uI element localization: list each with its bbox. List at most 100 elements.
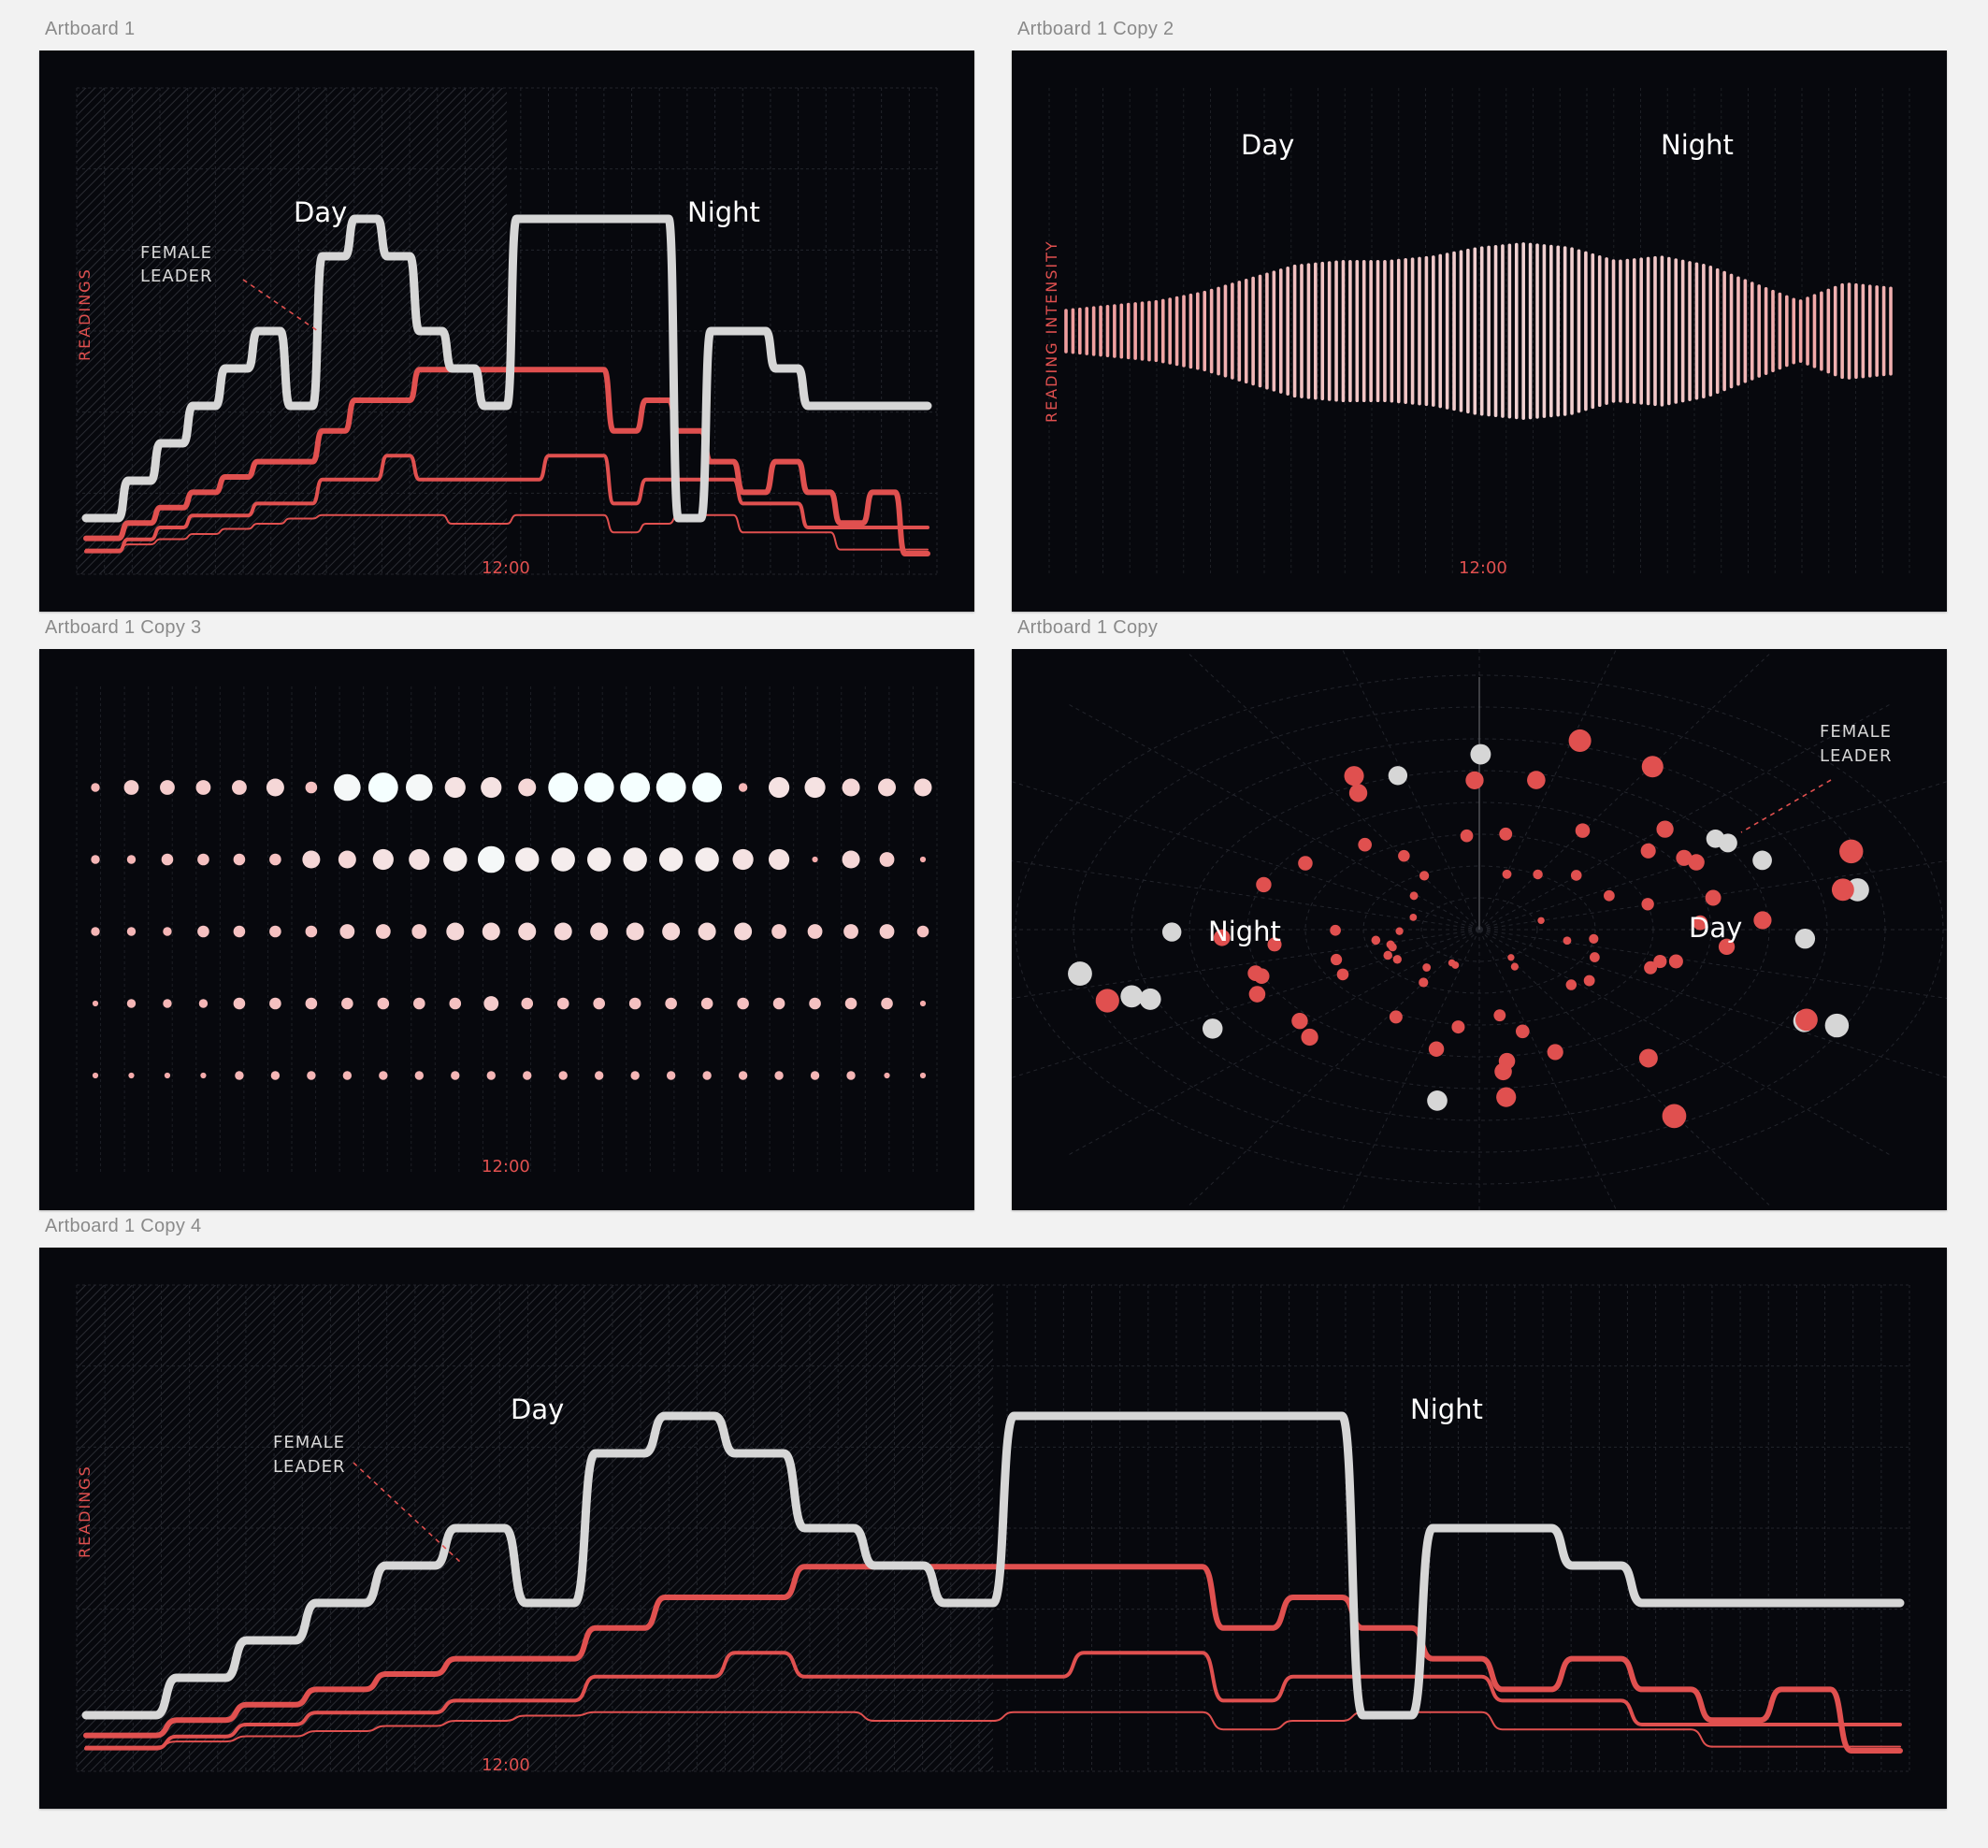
polar-spoke (1478, 929, 1947, 1078)
dot (414, 1071, 425, 1080)
intensity-bar (1209, 288, 1214, 374)
intensity-bar (1722, 270, 1726, 392)
intensity-bar (1757, 284, 1761, 378)
member-dot (1448, 959, 1456, 967)
member-dot (1568, 729, 1592, 752)
dot (341, 997, 353, 1010)
member-dot (1533, 869, 1543, 880)
intensity-bar (1091, 306, 1096, 356)
member-dot (1547, 1044, 1563, 1061)
artboard-label-1[interactable]: Artboard 1 (45, 19, 136, 39)
intensity-bar (1085, 307, 1089, 355)
annotation-line-2: LEADER (1820, 746, 1892, 766)
dot (269, 853, 281, 866)
intensity-bar (1071, 308, 1075, 354)
member-dot (1641, 756, 1664, 778)
dot (443, 847, 468, 872)
x-tick-label: 12:00 (482, 558, 530, 578)
intensity-bar (1653, 255, 1657, 407)
member-dot (1565, 979, 1577, 990)
dot (372, 848, 394, 871)
member-dot (1253, 968, 1270, 984)
dot (662, 922, 681, 941)
member-dot (1510, 962, 1520, 971)
intensity-bar (1361, 260, 1366, 402)
artboard-polar-chart[interactable]: Night Day FEMALE LEADER (1012, 649, 1947, 1210)
dot (483, 996, 499, 1011)
intensity-bar (1889, 286, 1893, 376)
dot (768, 776, 790, 799)
leader-dot (1718, 833, 1737, 853)
intensity-bar (1244, 278, 1248, 384)
artboard-label-copy-4[interactable]: Artboard 1 Copy 4 (45, 1216, 202, 1236)
dot (518, 778, 537, 797)
dot (919, 856, 927, 863)
x-tick-label: 12:00 (1459, 558, 1507, 578)
intensity-bar (1147, 300, 1151, 362)
dot (92, 1000, 99, 1007)
intensity-bar (1231, 282, 1234, 380)
polar-spoke (1478, 929, 1618, 1210)
member-dot (1330, 953, 1343, 966)
artboard-line-chart[interactable]: Day Night FEMALE LEADER READINGS 12:00 (39, 51, 974, 612)
dot (91, 927, 100, 936)
dot (844, 997, 857, 1010)
dot (305, 925, 318, 938)
polar-spoke (1188, 929, 1480, 1206)
member-dot (1499, 827, 1513, 841)
intensity-bar (1265, 272, 1269, 390)
member-dot (1348, 784, 1368, 802)
member-dot (1451, 1020, 1465, 1034)
dot (807, 924, 823, 939)
dot (658, 847, 684, 872)
dot (126, 927, 137, 936)
intensity-bar (1702, 263, 1706, 399)
dot-matrix-svg: 12:00 (76, 686, 938, 1177)
artboard-dot-matrix[interactable]: 12:00 (39, 649, 974, 1210)
dot (266, 778, 284, 797)
polar-spoke (1478, 929, 1890, 1155)
chart-bars (1064, 242, 1893, 420)
member-dot (1330, 924, 1341, 936)
dot (919, 1000, 927, 1007)
member-dot (1409, 891, 1419, 901)
artboard-label-copy[interactable]: Artboard 1 Copy (1017, 617, 1159, 638)
dot (556, 997, 569, 1010)
member-dot (1537, 917, 1545, 925)
intensity-bar (1459, 250, 1463, 412)
intensity-bar (1099, 305, 1102, 357)
period-label-day: Day (294, 196, 347, 228)
series-line-0 (81, 214, 932, 523)
member-dot (1507, 954, 1515, 961)
member-dot (1515, 1024, 1530, 1039)
member-dot (1392, 955, 1402, 964)
dot (269, 925, 281, 938)
y-axis-label: READINGS (76, 267, 94, 361)
dot (702, 1071, 712, 1080)
dot (305, 997, 318, 1010)
artboard-label-copy-2[interactable]: Artboard 1 Copy 2 (1017, 19, 1174, 39)
intensity-bar (1223, 284, 1228, 378)
dot (695, 847, 719, 872)
intensity-bar (1591, 253, 1595, 410)
polar-spoke (1341, 929, 1480, 1210)
dot (884, 1072, 890, 1079)
intensity-bar (1820, 291, 1823, 371)
intensity-bar (1396, 258, 1401, 404)
member-dot (1395, 927, 1404, 935)
member-dot (1256, 876, 1272, 893)
line-chart-svg: Day Night FEMALE LEADER READINGS 12:00 (76, 87, 938, 578)
artboard-label-copy-3[interactable]: Artboard 1 Copy 3 (45, 617, 202, 638)
artboard-wide-line-chart[interactable]: Day Night FEMALE LEADER READINGS 12:00 (39, 1248, 1947, 1809)
dot (123, 780, 139, 795)
dot (195, 780, 211, 795)
series-line-1 (83, 1564, 1903, 1754)
polar-chart-svg: Night Day FEMALE LEADER (1012, 649, 1947, 1210)
leader-dot (1470, 744, 1491, 765)
intensity-bar (1140, 301, 1145, 361)
dot (200, 1072, 207, 1079)
dot (164, 1072, 171, 1079)
dot (449, 997, 462, 1010)
artboard-intensity-chart[interactable]: Day Night READING INTENSITY 12:00 (1012, 51, 1947, 612)
dot (523, 1071, 532, 1080)
